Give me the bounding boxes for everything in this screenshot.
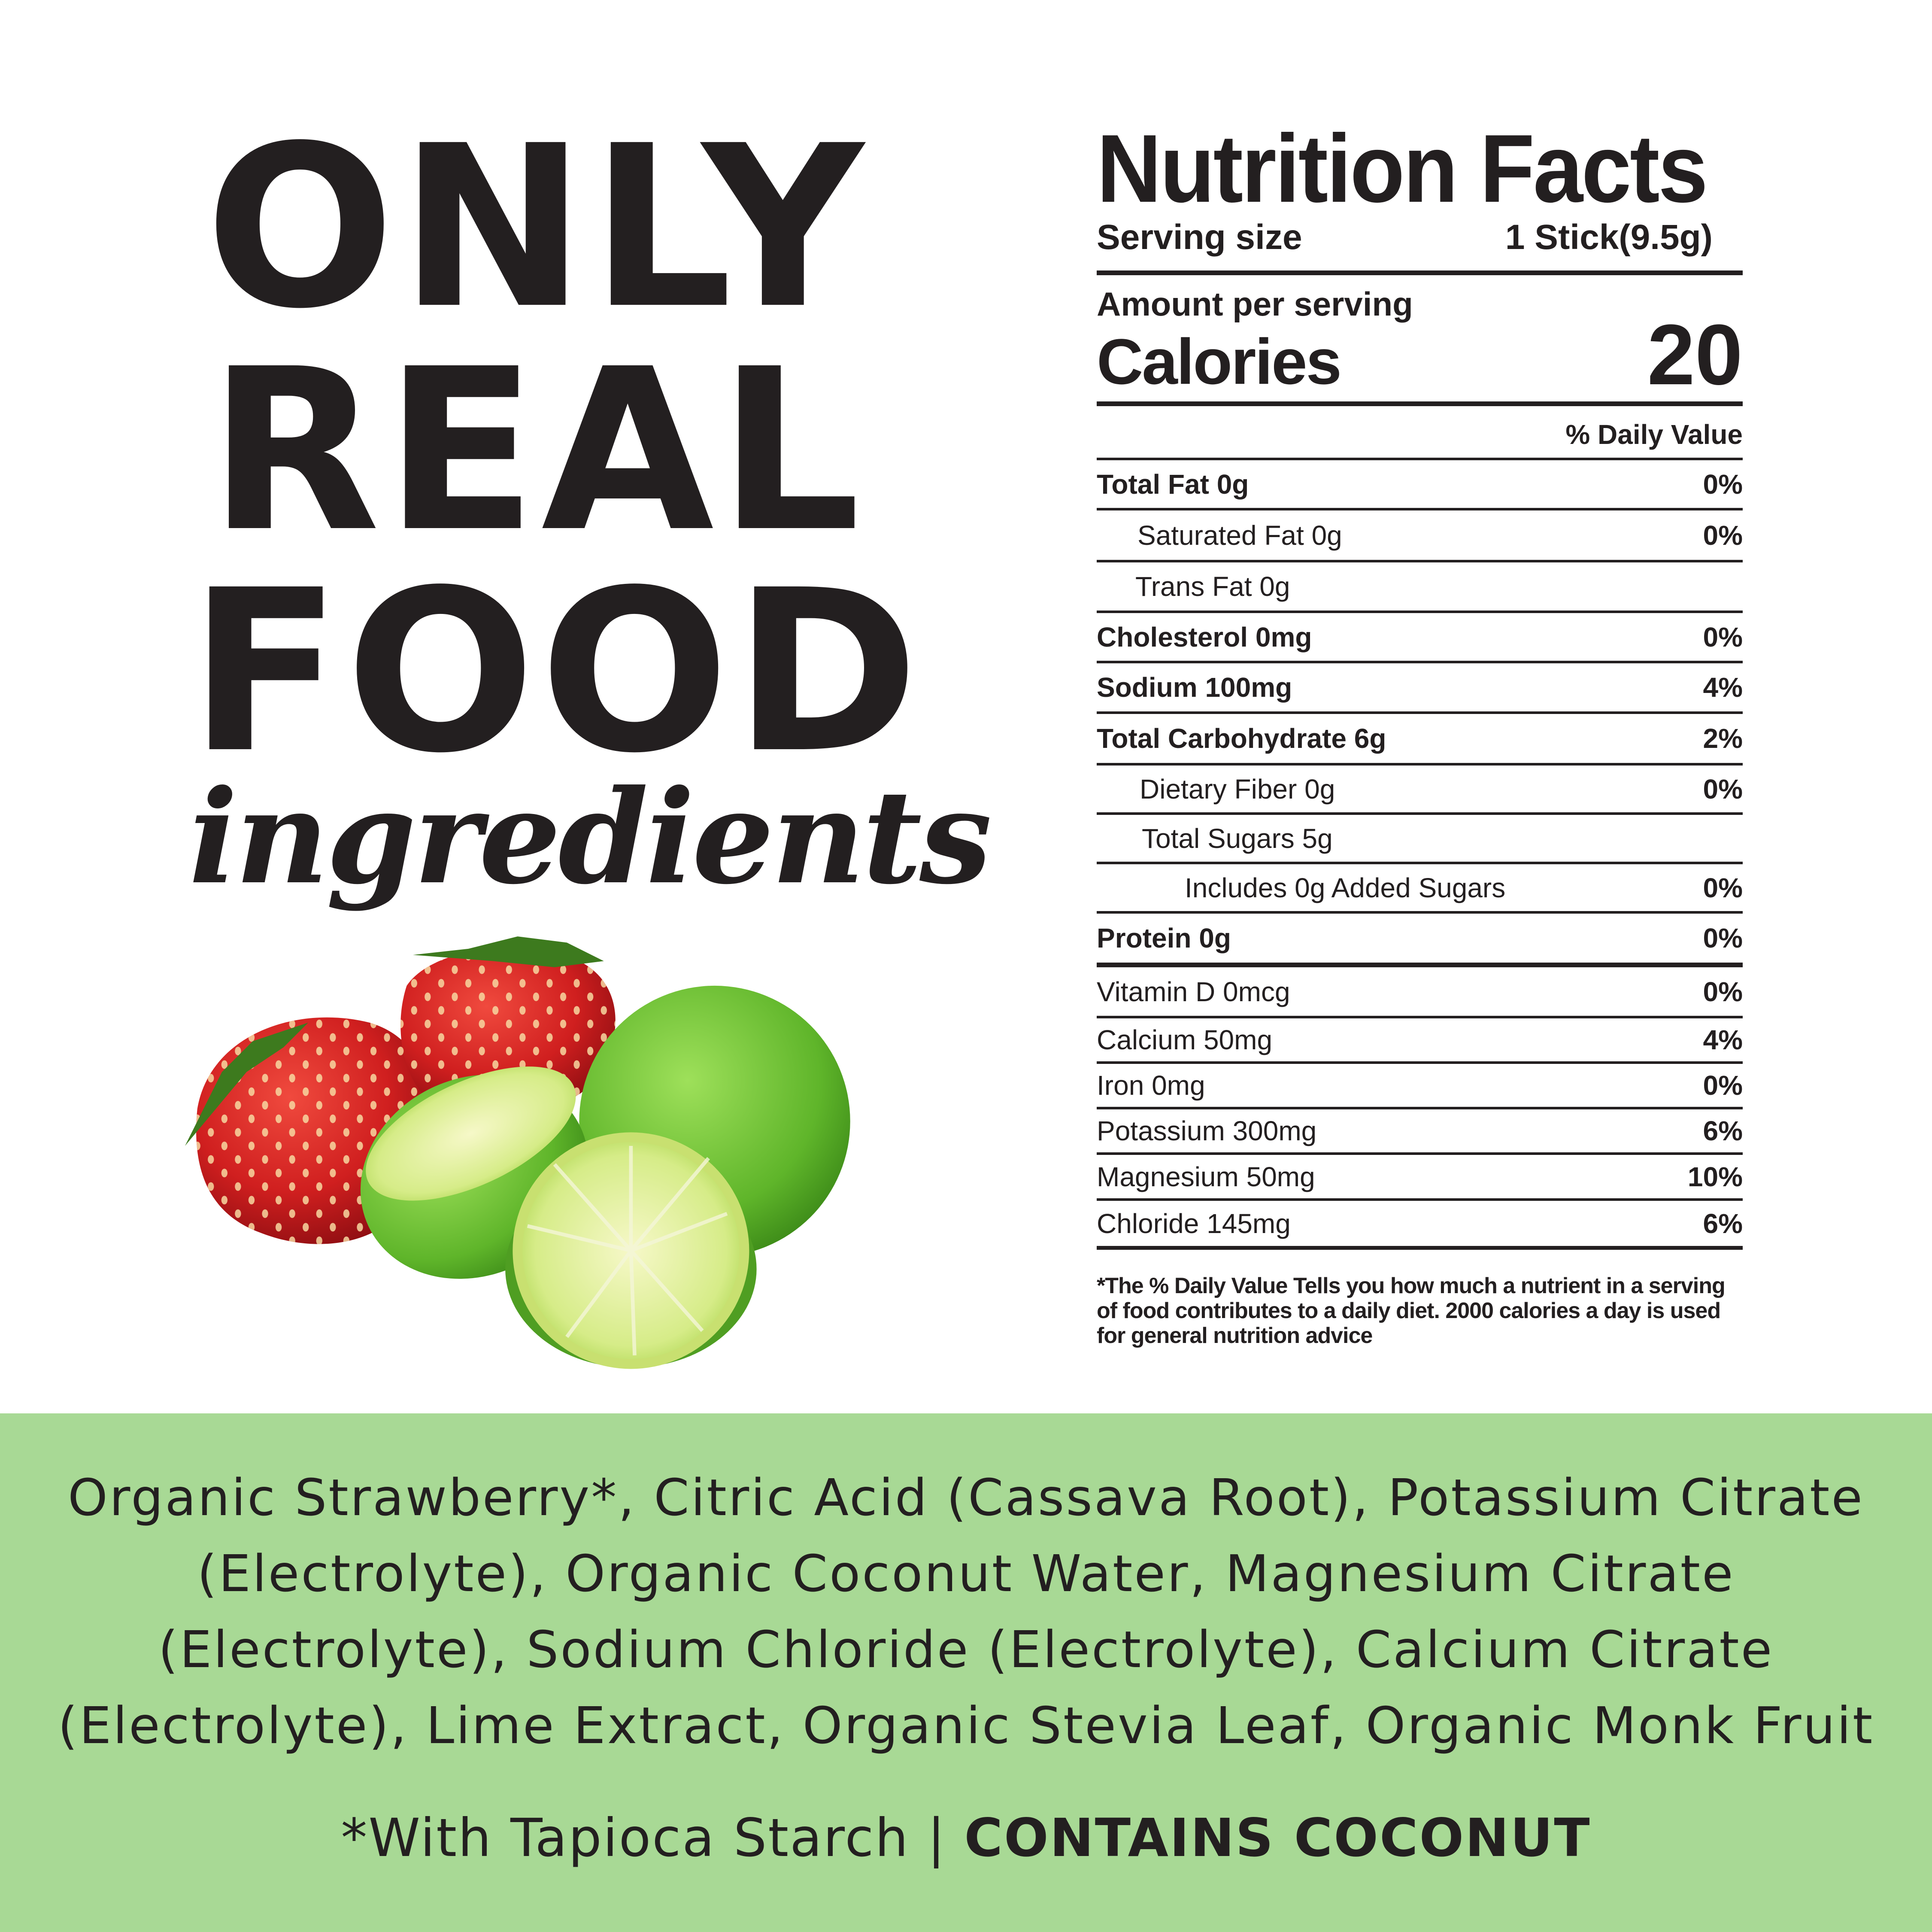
lime-half-left [360, 1066, 588, 1279]
nutrient-name: Protein 0g [1097, 923, 1231, 954]
nutrient-daily-value: 0% [1703, 923, 1743, 954]
ingredients-list: Organic Strawberry*, Citric Acid (Cassav… [26, 1460, 1906, 1764]
divider [1097, 270, 1743, 275]
tapioca-note: *With Tapioca Starch | [341, 1807, 964, 1868]
nutrient-name: Calcium 50mg [1097, 1024, 1273, 1055]
calories-row: Calories 20 [1097, 312, 1743, 398]
nutrient-name: Total Fat 0g [1097, 468, 1249, 500]
nutrient-daily-value: 0% [1703, 976, 1743, 1007]
nutrient-daily-value: 4% [1703, 1024, 1743, 1055]
nutrient-row: Vitamin D 0mcg 0% [1097, 963, 1743, 1016]
serving-size-value: 1 Stick(9.5g) [1505, 217, 1713, 257]
nutrient-daily-value: 6% [1703, 1208, 1743, 1239]
nutrient-daily-value: 0% [1703, 1070, 1743, 1101]
nutrient-row: Sodium 100mg 4% [1097, 661, 1743, 711]
nutrient-daily-value: 0% [1703, 621, 1743, 653]
nutrient-row: Cholesterol 0mg 0% [1097, 611, 1743, 661]
strawberry-top [400, 936, 616, 1114]
headline-real: REAL [208, 321, 865, 581]
headline-ingredients: ingredients [189, 761, 992, 913]
nutrient-name: Saturated Fat 0g [1137, 519, 1342, 551]
allergen-note: *With Tapioca Starch | CONTAINS COCONUT [0, 1807, 1932, 1868]
nutrient-name: Potassium 300mg [1097, 1115, 1317, 1146]
nutrient-row: Trans Fat 0g [1097, 560, 1743, 611]
ingredients-band [0, 1413, 1932, 1932]
nutrient-row: Magnesium 50mg 10% [1097, 1152, 1743, 1198]
nutrient-rows: Total Fat 0g 0% Saturated Fat 0g 0% Trans Fa… [1097, 458, 1743, 1250]
ingredients-line: (Electrolyte), Lime Extract, Organic Ste… [58, 1696, 1874, 1755]
nutrient-row: Dietary Fiber 0g 0% [1097, 763, 1743, 812]
headline-only: ONLY [205, 97, 868, 358]
nutrient-row: Total Sugars 5g [1097, 812, 1743, 862]
serving-size-label: Serving size [1097, 217, 1302, 257]
nutrient-name: Total Carbohydrate 6g [1097, 723, 1386, 754]
nutrient-name: Includes 0g Added Sugars [1185, 872, 1506, 903]
nutrient-name: Cholesterol 0mg [1097, 621, 1312, 653]
divider [1097, 401, 1743, 406]
contains-coconut: CONTAINS COCONUT [964, 1807, 1591, 1868]
nutrient-row: Includes 0g Added Sugars 0% [1097, 862, 1743, 911]
nutrient-name: Trans Fat 0g [1135, 571, 1290, 602]
strawberry-left [185, 1017, 431, 1244]
nutrient-row: Protein 0g 0% [1097, 911, 1743, 963]
footnote: *The % Daily Value Tells you how much a … [1097, 1273, 1726, 1348]
nutrient-row: Chloride 145mg 6% [1097, 1198, 1743, 1250]
nutrient-name: Vitamin D 0mcg [1097, 976, 1290, 1007]
nutrient-name: Dietary Fiber 0g [1140, 773, 1335, 805]
nutrient-daily-value: 6% [1703, 1115, 1743, 1146]
nutrient-daily-value: 0% [1703, 468, 1743, 500]
nutrient-name: Iron 0mg [1097, 1070, 1205, 1101]
nutrition-facts-panel: Nutrition Facts Serving size 1 Stick(9.5… [1097, 120, 1743, 1348]
nutrition-title: Nutrition Facts [1097, 114, 1708, 222]
nutrient-daily-value: 0% [1703, 872, 1743, 903]
lime-half-front [505, 1132, 757, 1369]
nutrient-row: Iron 0mg 0% [1097, 1061, 1743, 1107]
nutrient-name: Sodium 100mg [1097, 672, 1292, 703]
nutrient-name: Chloride 145mg [1097, 1208, 1291, 1239]
nutrient-name: Total Sugars 5g [1142, 823, 1333, 854]
headline-food: FOOD [189, 542, 923, 802]
nutrient-daily-value: 0% [1703, 773, 1743, 805]
nutrient-row: Total Carbohydrate 6g 2% [1097, 711, 1743, 763]
calories-label: Calories [1097, 325, 1342, 398]
ingredients-line: (Electrolyte), Sodium Chloride (Electrol… [158, 1620, 1774, 1679]
nutrient-row: Potassium 300mg 6% [1097, 1107, 1743, 1152]
daily-value-header: % Daily Value [1565, 419, 1743, 450]
nutrient-daily-value: 0% [1703, 519, 1743, 551]
ingredients-line: Organic Strawberry*, Citric Acid (Cassav… [67, 1468, 1865, 1527]
ingredients-line: (Electrolyte), Organic Coconut Water, Ma… [197, 1544, 1735, 1603]
lime-whole [579, 985, 850, 1257]
nutrient-daily-value: 4% [1703, 672, 1743, 703]
serving-size-row: Serving size 1 Stick(9.5g) [1097, 213, 1743, 262]
nutrient-row: Saturated Fat 0g 0% [1097, 508, 1743, 560]
nutrient-name: Magnesium 50mg [1097, 1161, 1315, 1192]
calories-value: 20 [1647, 307, 1743, 403]
nutrient-daily-value: 10% [1687, 1161, 1743, 1192]
nutrient-daily-value: 2% [1703, 723, 1743, 754]
nutrient-row: Total Fat 0g 0% [1097, 458, 1743, 508]
amount-per-serving: Amount per serving [1097, 285, 1413, 323]
nutrient-row: Calcium 50mg 4% [1097, 1016, 1743, 1061]
